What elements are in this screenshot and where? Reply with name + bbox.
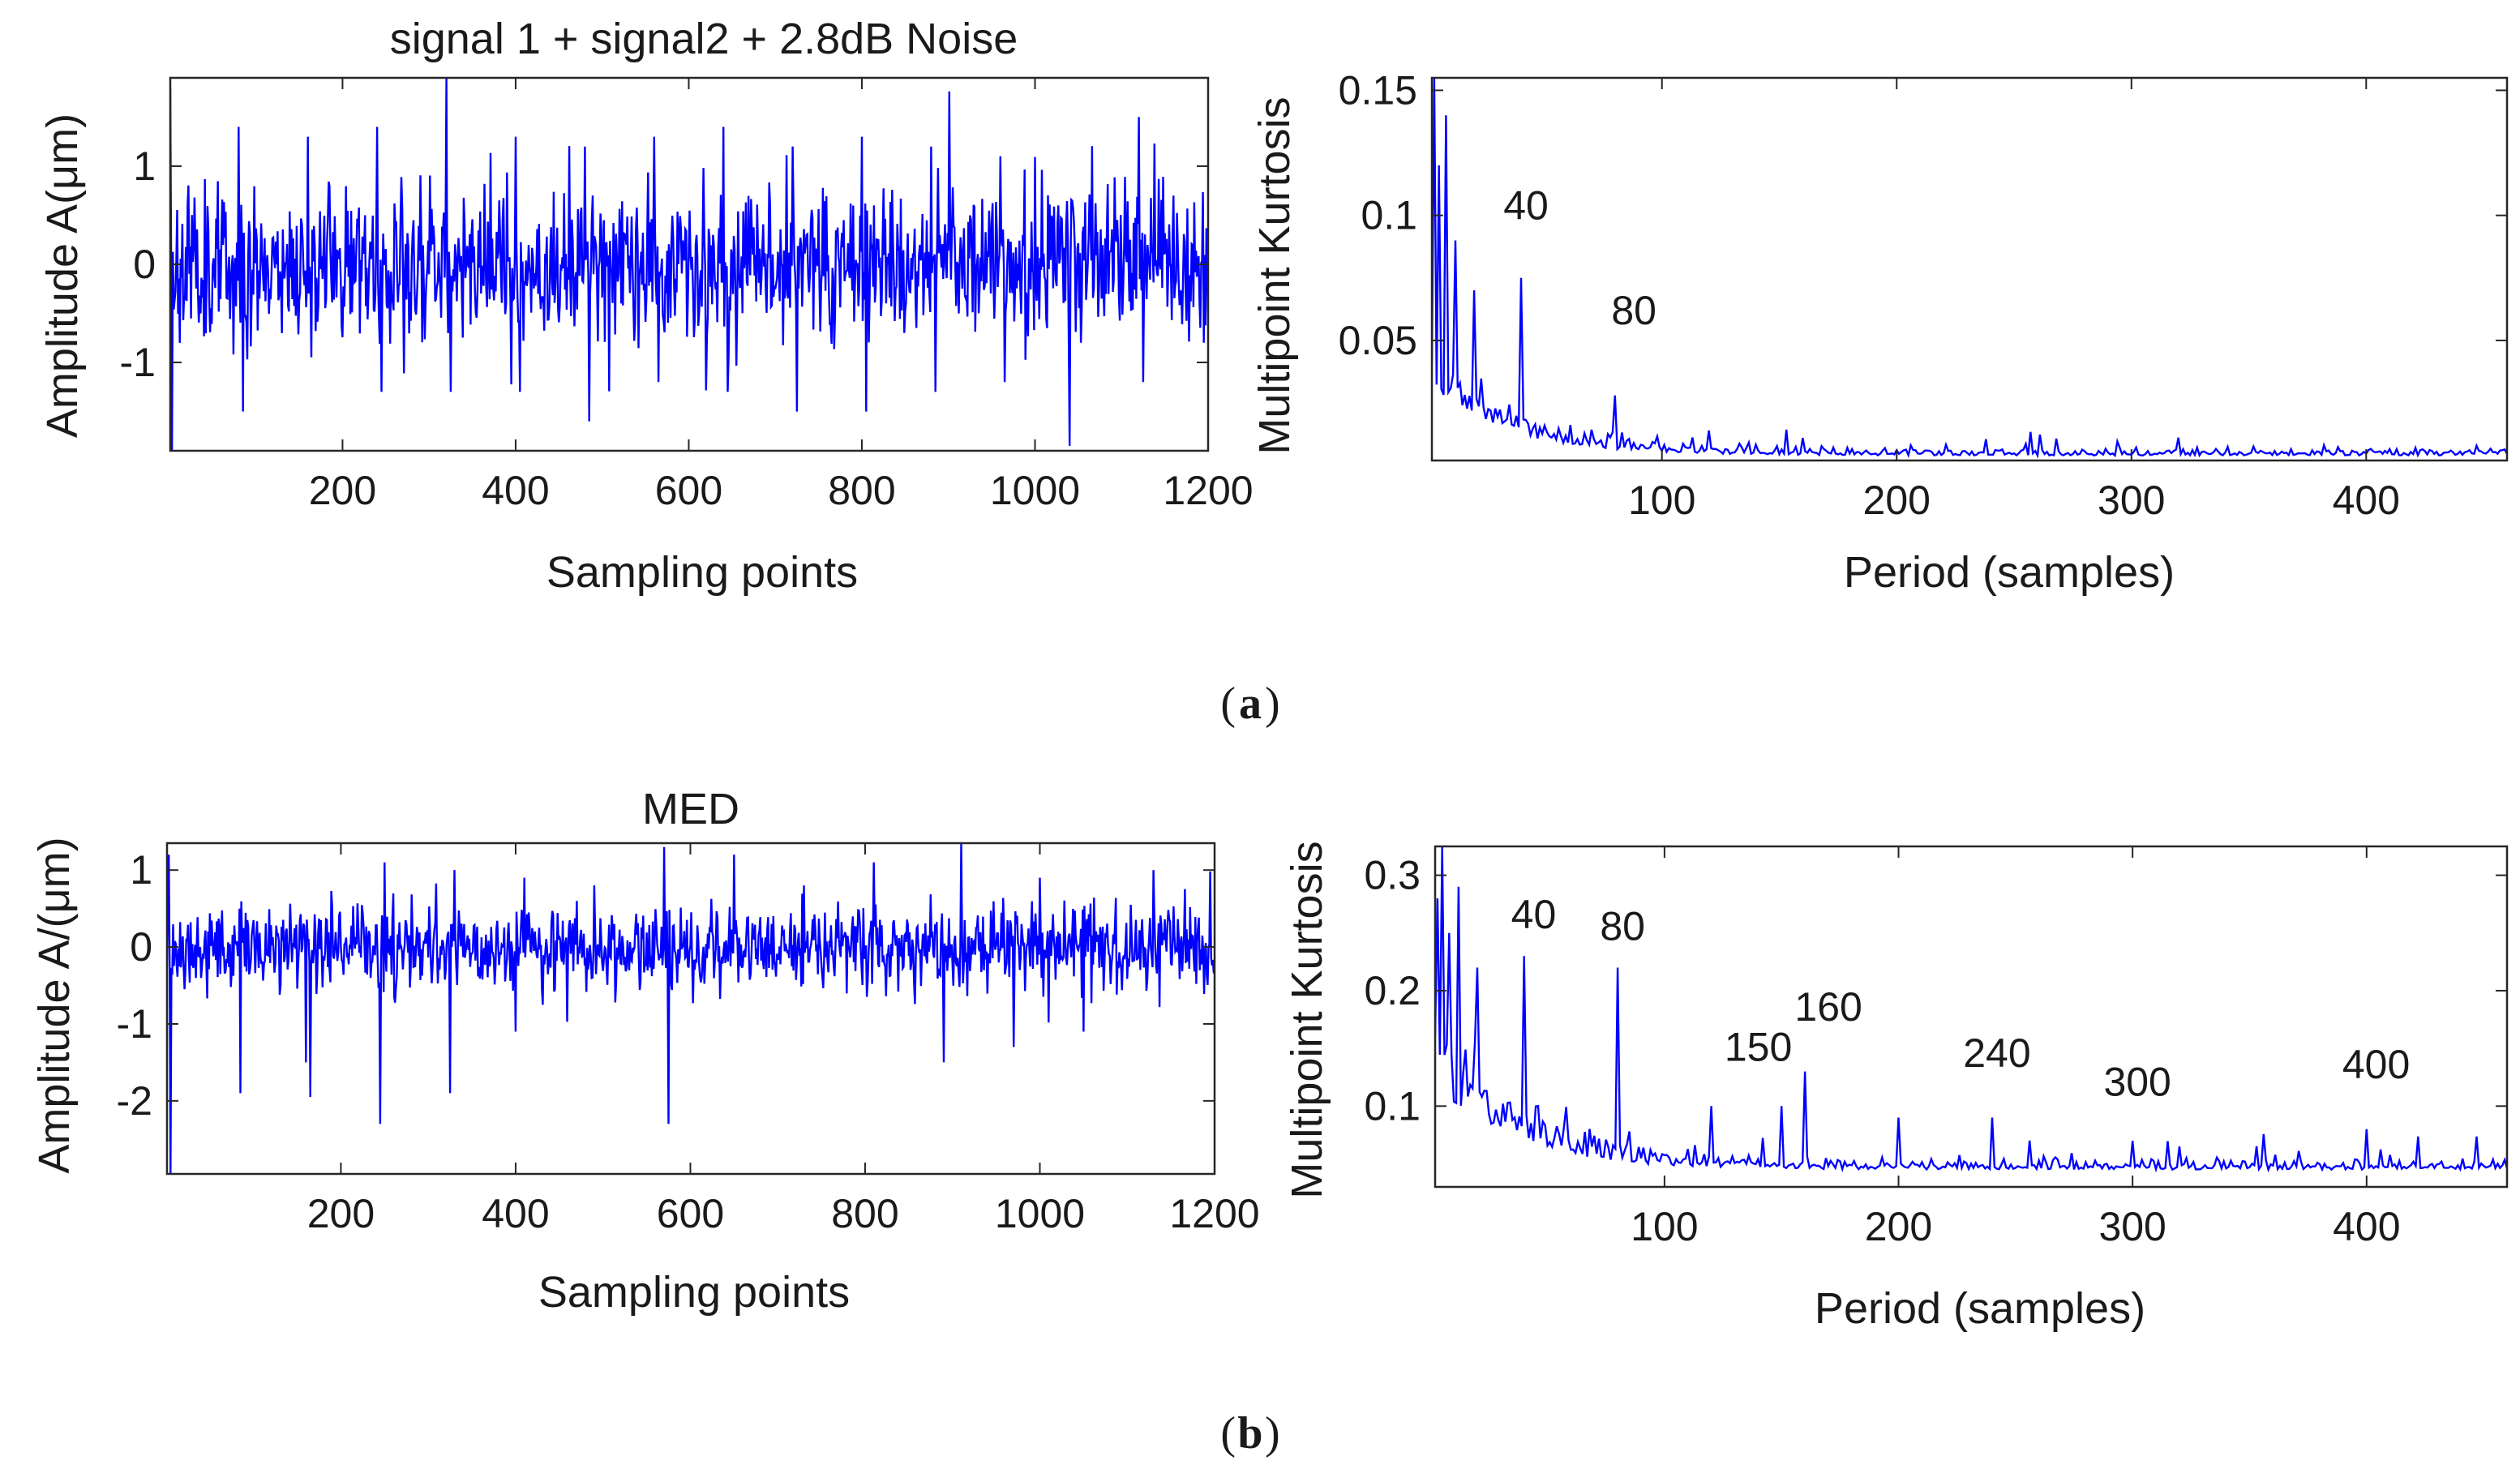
plot-title: signal 1 + signal2 + 2.8dB Noise — [390, 15, 1018, 63]
y-tick-label: -1 — [117, 1001, 152, 1047]
y-axis-label: Amplitude A(μm) — [38, 114, 87, 438]
series-line — [1432, 78, 2507, 459]
peak-annotation: 300 — [2103, 1059, 2171, 1104]
plot-a-kurtosis: Multipoint Kurtosis Period (samples) 100… — [1250, 67, 2509, 597]
x-tick-label: 400 — [2333, 478, 2400, 523]
y-tick-label: 1 — [133, 143, 156, 189]
x-tick-label: 1000 — [995, 1191, 1085, 1236]
y-tick-label: 0.1 — [1364, 1083, 1421, 1129]
axes-frame — [1430, 76, 2509, 462]
series-line — [167, 843, 1215, 1174]
plot-title: MED — [642, 785, 739, 833]
x-tick-label: 200 — [1863, 478, 1931, 523]
svg-text:): ) — [1265, 679, 1280, 729]
x-tick-label: 800 — [828, 468, 895, 513]
y-tick-label: 0 — [130, 924, 152, 970]
caption-b-letter: b — [1237, 1408, 1262, 1458]
y-tick-label: 0.15 — [1339, 67, 1417, 113]
series-line — [170, 78, 1208, 451]
x-tick-label: 200 — [307, 1191, 375, 1236]
y-tick-label: 0.2 — [1364, 968, 1421, 1013]
x-tick-label: 200 — [1865, 1204, 1932, 1249]
peak-annotation: 40 — [1503, 182, 1549, 228]
svg-text:): ) — [1265, 1408, 1280, 1458]
y-tick-label: 0.05 — [1339, 318, 1417, 363]
peak-annotation: 160 — [1794, 984, 1862, 1030]
peak-annotation: 150 — [1725, 1025, 1792, 1070]
x-axis-label: Sampling points — [546, 548, 858, 597]
plot-b-kurtosis: Multipoint Kurtosis Period (samples) 100… — [1283, 841, 2509, 1333]
x-tick-label: 400 — [482, 1191, 549, 1236]
y-axis-label: Multipoint Kurtosis — [1283, 841, 1331, 1198]
y-axis-label: Amplitude A/(μm) — [30, 837, 79, 1173]
x-axis-label: Period (samples) — [1844, 548, 2175, 597]
x-tick-label: 200 — [309, 468, 376, 513]
caption-a-letter: a — [1239, 679, 1262, 729]
y-tick-label: -1 — [120, 340, 156, 385]
svg-text:(: ( — [1220, 1408, 1236, 1458]
x-tick-label: 1200 — [1169, 1191, 1259, 1236]
peak-annotation: 400 — [2342, 1042, 2410, 1087]
peak-annotation: 240 — [1963, 1030, 2030, 1076]
x-tick-label: 400 — [2333, 1204, 2400, 1249]
caption-b: ( b ) — [1220, 1408, 1279, 1458]
x-axis-label: Period (samples) — [1815, 1284, 2145, 1333]
plot-b-med: MED Amplitude A/(μm) Sampling points 200… — [30, 785, 1260, 1317]
x-tick-label: 1000 — [990, 468, 1080, 513]
peak-annotation: 40 — [1511, 892, 1557, 937]
y-axis-label: Multipoint Kurtosis — [1250, 96, 1299, 454]
x-tick-label: 1200 — [1163, 468, 1253, 513]
x-axis-label: Sampling points — [538, 1268, 850, 1317]
caption-a: ( a ) — [1220, 679, 1279, 729]
y-tick-label: 0.1 — [1361, 193, 1417, 238]
y-tick-label: -2 — [117, 1078, 152, 1124]
x-tick-label: 400 — [482, 468, 549, 513]
x-tick-label: 300 — [2098, 478, 2165, 523]
y-tick-label: 1 — [130, 847, 152, 893]
axes-frame — [1434, 845, 2509, 1189]
y-tick-label: 0.3 — [1364, 853, 1421, 898]
x-tick-label: 600 — [655, 468, 722, 513]
y-tick-label: 0 — [133, 242, 156, 287]
peak-annotation: 80 — [1611, 288, 1656, 333]
x-tick-label: 100 — [1631, 1204, 1698, 1249]
x-tick-label: 800 — [831, 1191, 898, 1236]
peak-annotation: 80 — [1600, 903, 1645, 949]
svg-text:(: ( — [1220, 679, 1236, 729]
plot-a-signal: signal 1 + signal2 + 2.8dB Noise Amplitu… — [38, 15, 1254, 597]
x-tick-label: 300 — [2098, 1204, 2166, 1249]
x-tick-label: 600 — [657, 1191, 724, 1236]
series-line — [1435, 846, 2507, 1173]
x-tick-label: 100 — [1628, 478, 1695, 523]
